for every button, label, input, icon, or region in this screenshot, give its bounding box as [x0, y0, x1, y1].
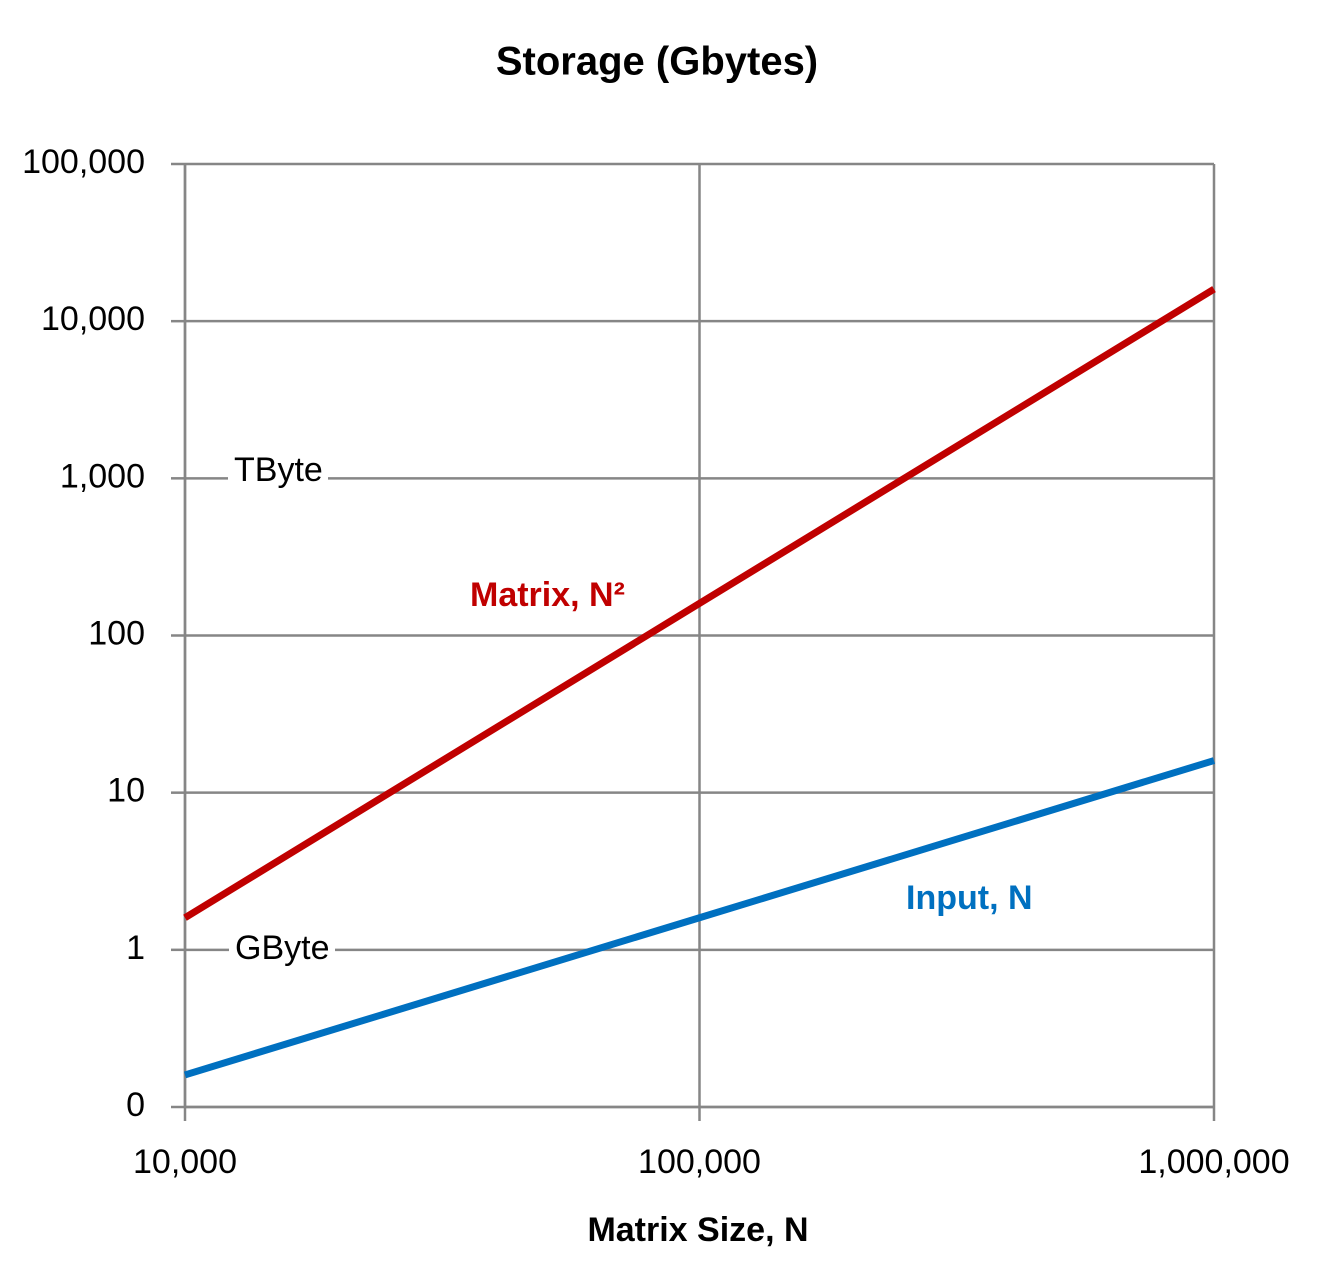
- y-tick-label: 10: [107, 772, 145, 810]
- y-tick-label: 100,000: [22, 143, 145, 181]
- x-tick-label: 1,000,000: [1138, 1143, 1289, 1181]
- label-background: [229, 930, 335, 970]
- series-line: [183, 286, 1216, 921]
- y-tick-label: 10,000: [41, 300, 145, 338]
- x-axis-label: Matrix Size, N: [587, 1211, 808, 1249]
- y-tick-label: 1: [126, 929, 145, 967]
- y-tick-label: 1,000: [60, 457, 145, 495]
- x-tick-label: 10,000: [133, 1143, 237, 1181]
- y-tick-label: 100: [88, 614, 145, 652]
- annotation: TByte: [234, 451, 323, 489]
- annotation: Input, N: [906, 879, 1033, 917]
- y-tick-label: 0: [126, 1086, 145, 1124]
- annotation: Matrix, N²: [470, 576, 625, 614]
- series-line: [183, 757, 1216, 1079]
- label-background: [228, 452, 328, 492]
- annotation: GByte: [235, 929, 329, 967]
- chart-title: Storage (Gbytes): [496, 40, 818, 84]
- x-tick-label: 100,000: [638, 1143, 761, 1181]
